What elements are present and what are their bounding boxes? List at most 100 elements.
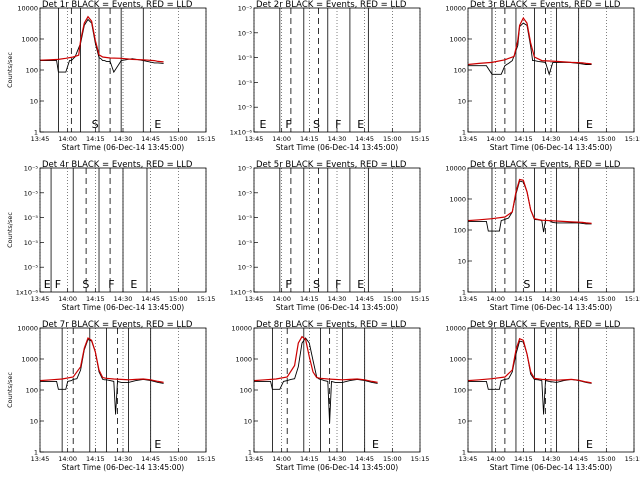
series-line-lld [39,337,164,383]
y-tick-label: 10 [458,258,466,266]
x-tick-label: 14:00 [272,135,291,143]
y-tick-label: 10 [244,418,252,426]
x-tick-label: 15:00 [597,135,616,143]
x-tick-label: 14:45 [141,135,160,143]
x-tick-label: 13:45 [459,135,478,143]
x-tick-label: 15:00 [383,135,402,143]
y-tick-label: 10000 [17,5,38,13]
x-tick-label: 15:15 [411,135,430,143]
x-tick-label: 14:30 [114,135,133,143]
y-tick-label: 10 [458,418,466,426]
x-tick-label: 13:45 [245,295,264,303]
x-axis-label: Start Time (06-Dec-14 13:45:00) [490,303,612,312]
chart-panel-1: Det 1r BLACK = Events, RED = LLD S E 1 10 100… [6,0,215,152]
x-tick-label: 13:45 [31,295,50,303]
phase-label: E [260,118,267,131]
phase-label: F [55,278,61,291]
x-tick-label: 14:00 [486,455,505,463]
x-tick-label: 13:45 [459,455,478,463]
x-tick-label: 14:15 [300,295,319,303]
x-tick-label: 15:15 [197,455,216,463]
x-tick-label: 13:45 [459,295,478,303]
y-axis-label: Counts/sec [6,52,14,88]
series-line-lld [467,337,592,384]
x-tick-label: 14:45 [569,295,588,303]
x-tick-label: 14:00 [486,135,505,143]
y-tick-label: 10 [30,98,38,106]
x-tick-label: 14:30 [542,455,561,463]
y-tick-label: 10⁻⁵ [238,54,253,62]
y-tick-label: 1000 [449,36,466,44]
phase-label: F [108,278,114,291]
x-tick-label: 14:15 [300,455,319,463]
y-tick-label: 10 [30,418,38,426]
y-tick-label: 1 [462,129,466,137]
x-axis-label: Start Time (06-Dec-14 13:45:00) [62,143,184,152]
chart-title: Det 9r BLACK = Events, RED = LLD [470,320,621,330]
x-tick-label: 15:15 [625,135,640,143]
phase-label: E [44,278,51,291]
y-tick-label: 10⁻⁵ [24,214,39,222]
y-tick-label: 10⁻⁵ [238,104,253,112]
x-tick-label: 14:30 [328,455,347,463]
x-tick-label: 15:15 [411,455,430,463]
y-tick-label: 10⁻⁵ [238,165,253,173]
x-tick-label: 14:45 [355,295,374,303]
phase-label: E [130,278,137,291]
x-tick-label: 15:15 [197,135,216,143]
x-tick-label: 15:00 [169,455,188,463]
phase-label: E [586,278,593,291]
chart-panel-3: Det 3r BLACK = Events, RED = LLD E 1 10 100 1… [445,0,640,152]
y-tick-label: 100 [454,227,466,235]
x-tick-label: 14:30 [542,295,561,303]
y-tick-label: 10000 [231,325,252,333]
x-tick-label: 15:00 [169,135,188,143]
x-tick-label: 14:45 [569,135,588,143]
series-line-lld [253,335,378,383]
chart-panel-2: Det 2r BLACK = Events, RED = LLD E F S F E 1x1… [230,0,430,152]
x-tick-label: 15:00 [597,455,616,463]
x-tick-label: 15:15 [197,295,216,303]
y-tick-label: 1000 [449,356,466,364]
series-line-events [468,340,592,415]
y-tick-label: 10000 [445,165,466,173]
x-tick-label: 14:15 [86,455,105,463]
y-axis-label: Counts/sec [6,212,14,248]
x-tick-label: 13:45 [31,455,50,463]
y-tick-label: 10⁻⁵ [238,189,253,197]
series-line-lld [467,178,592,224]
x-tick-label: 15:00 [383,295,402,303]
chart-title: Det 8r BLACK = Events, RED = LLD [256,320,407,330]
phase-label: S [523,278,530,291]
y-tick-label: 100 [454,67,466,75]
x-tick-label: 14:00 [486,295,505,303]
x-tick-label: 14:30 [328,295,347,303]
chart-title: Det 6r BLACK = Events, RED = LLD [470,160,621,170]
chart-panel-7: Det 7r BLACK = Events, RED = LLD E 1 10 100 1… [6,320,215,472]
y-tick-label: 10⁻⁵ [24,165,39,173]
x-tick-label: 15:15 [625,295,640,303]
y-tick-label: 10⁻⁵ [238,239,253,247]
chart-title: Det 4r BLACK = Events, RED = LLD [42,160,193,170]
x-tick-label: 14:30 [328,135,347,143]
y-tick-label: 1x10⁻⁶ [230,289,253,297]
y-tick-label: 1000 [21,36,38,44]
y-tick-label: 100 [26,67,38,75]
x-tick-label: 14:45 [569,455,588,463]
phase-label: E [154,438,161,451]
y-tick-label: 1 [34,449,38,457]
y-tick-label: 10⁻⁵ [24,239,39,247]
y-tick-label: 10⁻⁵ [24,264,39,272]
phase-label: F [335,278,341,291]
y-tick-label: 10000 [445,5,466,13]
series-line-lld [467,16,592,66]
y-tick-label: 100 [26,387,38,395]
x-tick-label: 14:15 [514,295,533,303]
y-tick-label: 10⁻⁵ [238,79,253,87]
x-tick-label: 14:00 [272,295,291,303]
y-tick-label: 10000 [17,325,38,333]
x-axis-label: Start Time (06-Dec-14 13:45:00) [62,303,184,312]
y-tick-label: 1x10⁻⁶ [230,129,253,137]
x-tick-label: 15:00 [383,455,402,463]
